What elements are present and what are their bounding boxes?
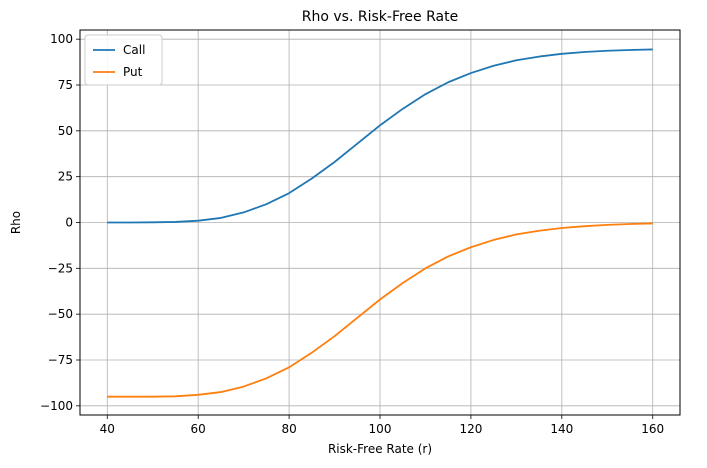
y-tick-label: −50 <box>48 307 73 321</box>
series-line-put <box>107 222 653 398</box>
series-group <box>107 48 653 398</box>
y-tick-label: 75 <box>58 78 73 92</box>
x-tick-label: 100 <box>369 422 392 436</box>
grid <box>80 30 680 415</box>
y-tick-label: −25 <box>48 261 73 275</box>
x-tick-label: 160 <box>641 422 664 436</box>
legend-label-put: Put <box>123 65 143 79</box>
series-line-call <box>107 48 653 224</box>
y-tick-label: −75 <box>48 353 73 367</box>
y-tick-label: 50 <box>58 124 73 138</box>
x-axis-label: Risk-Free Rate (r) <box>328 442 432 456</box>
x-tick-label: 140 <box>550 422 573 436</box>
ticks: 40 60 80 100 120 140 160 −100 −75 −50 −25 0 25 50 75 10… <box>40 32 664 436</box>
x-tick-label: 60 <box>191 422 206 436</box>
chart-title: Rho vs. Risk-Free Rate <box>302 9 458 25</box>
legend-label-call: Call <box>123 43 145 57</box>
y-tick-label: −100 <box>40 399 73 413</box>
y-axis-label: Rho <box>9 211 23 234</box>
x-tick-label: 120 <box>459 422 482 436</box>
y-tick-label: 25 <box>58 170 73 184</box>
x-tick-label: 40 <box>100 422 115 436</box>
y-tick-label: 0 <box>65 216 73 230</box>
legend: Call Put <box>84 34 163 86</box>
x-tick-label: 80 <box>281 422 296 436</box>
y-tick-label: 100 <box>50 32 73 46</box>
